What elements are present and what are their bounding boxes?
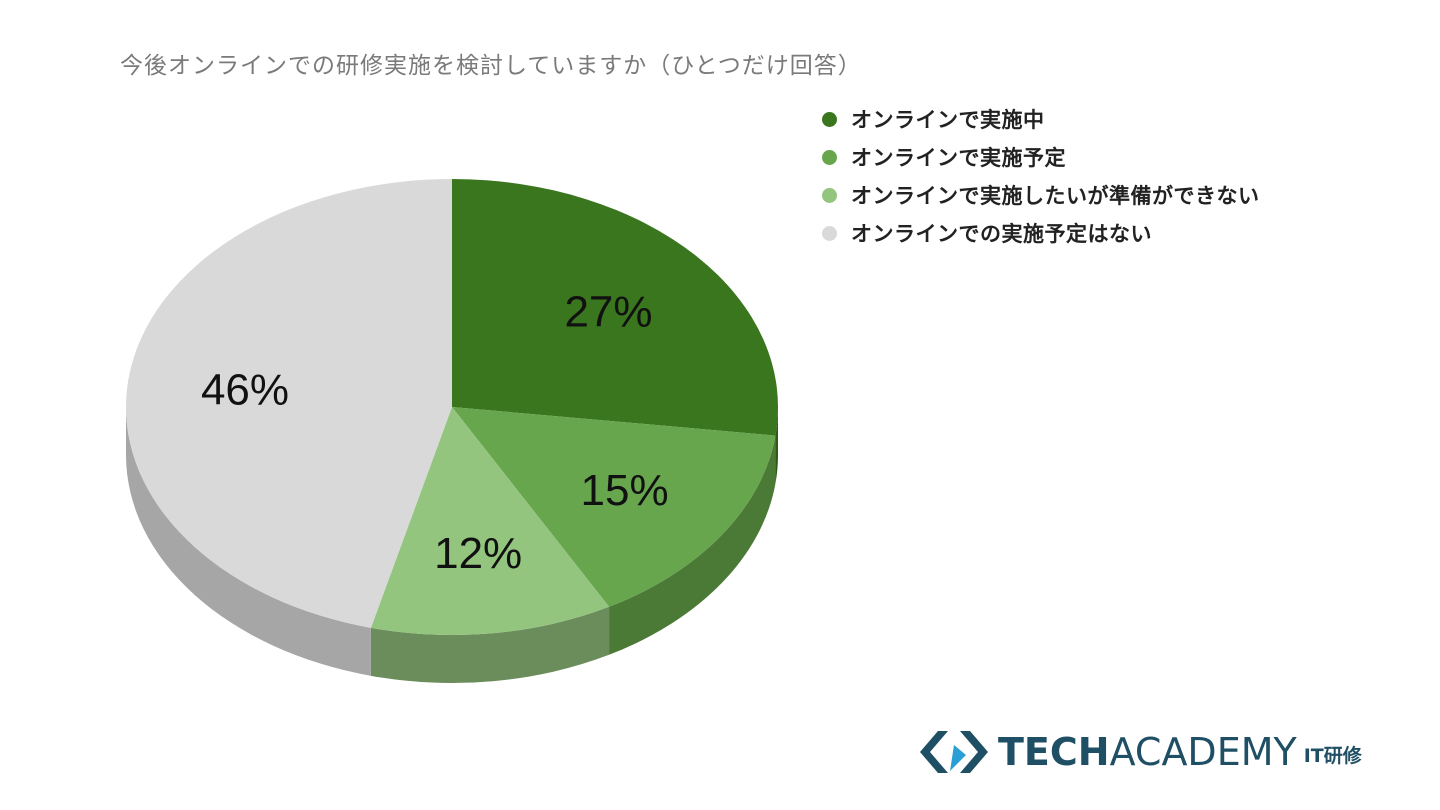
- legend-swatch: [822, 225, 837, 241]
- legend-item: オンラインで実施中: [822, 100, 1260, 138]
- legend-label: オンラインでの実施予定はない: [851, 222, 1152, 246]
- pie-sides: [126, 407, 778, 683]
- logo-bracket-icon: [920, 731, 988, 773]
- pie-tops: [125, 179, 778, 635]
- legend-label: オンラインで実施予定: [851, 146, 1066, 170]
- logo-text-tech: TECH: [998, 730, 1110, 774]
- pie-labels: 27% 15% 12% 46%: [201, 288, 669, 578]
- slice-46pct-label: 46%: [201, 366, 289, 415]
- slice-46pct: [125, 179, 452, 628]
- slice-15pct-side: [609, 435, 776, 655]
- slice-12pct-label: 12%: [434, 529, 522, 578]
- techacademy-logo: TECH ACADEMY IT研修: [918, 728, 1362, 776]
- legend-swatch: [822, 149, 837, 165]
- legend-swatch: [822, 187, 837, 203]
- slice-12pct: [370, 407, 610, 635]
- legend-item: オンラインで実施予定: [822, 138, 1260, 176]
- logo-text-suffix: IT研修: [1303, 745, 1362, 767]
- legend-item: オンラインでの実施予定はない: [822, 214, 1260, 252]
- slice-27pct-side: [775, 407, 778, 484]
- logo-text-academy: ACADEMY: [1109, 730, 1297, 774]
- slice-12pct-side: [370, 606, 610, 683]
- legend-item: オンラインで実施したいが準備ができない: [822, 176, 1260, 214]
- slice-15pct-label: 15%: [581, 466, 669, 515]
- legend-label: オンラインで実施したいが準備ができない: [851, 184, 1260, 208]
- slice-27pct-label: 27%: [564, 288, 652, 337]
- legend-swatch: [822, 111, 837, 127]
- slice-27pct: [452, 179, 778, 436]
- slice-46pct-side: [126, 407, 371, 676]
- legend-label: オンラインで実施中: [851, 108, 1045, 132]
- slice-15pct: [452, 407, 776, 607]
- legend: オンラインで実施中 オンラインで実施予定 オンラインで実施したいが準備ができない…: [822, 100, 1260, 252]
- chart-title: 今後オンラインでの研修実施を検討していますか（ひとつだけ回答）: [120, 53, 862, 79]
